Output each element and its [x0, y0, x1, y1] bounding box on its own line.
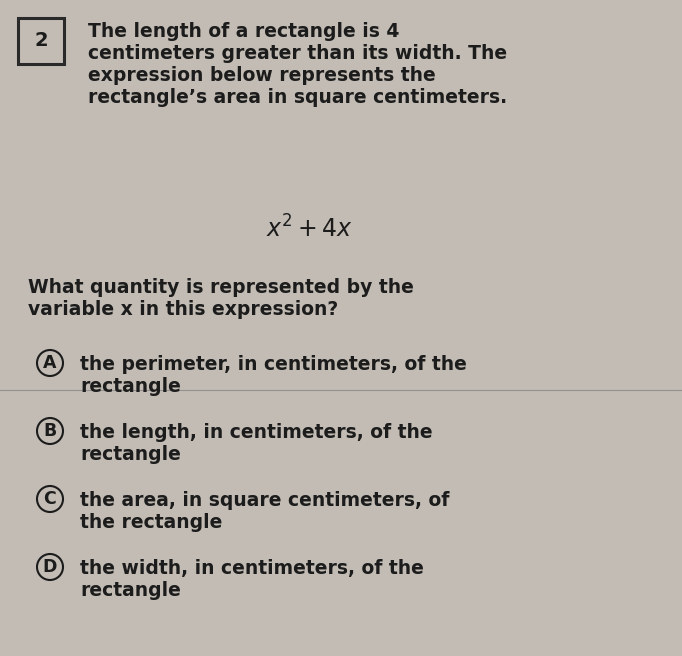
- Text: rectangle: rectangle: [80, 377, 181, 396]
- Text: A: A: [43, 354, 57, 372]
- Text: D: D: [43, 558, 57, 576]
- Text: What quantity is represented by the: What quantity is represented by the: [28, 278, 414, 297]
- Text: C: C: [44, 490, 57, 508]
- Text: $x^2 + 4x$: $x^2 + 4x$: [267, 215, 353, 242]
- Text: expression below represents the: expression below represents the: [88, 66, 436, 85]
- Text: the area, in square centimeters, of: the area, in square centimeters, of: [80, 491, 449, 510]
- Text: variable x in this expression?: variable x in this expression?: [28, 300, 338, 319]
- Text: the perimeter, in centimeters, of the: the perimeter, in centimeters, of the: [80, 355, 467, 374]
- Text: the width, in centimeters, of the: the width, in centimeters, of the: [80, 559, 424, 578]
- Text: The length of a rectangle is 4: The length of a rectangle is 4: [88, 22, 400, 41]
- Text: rectangle’s area in square centimeters.: rectangle’s area in square centimeters.: [88, 88, 507, 107]
- Text: the rectangle: the rectangle: [80, 513, 222, 532]
- Text: the length, in centimeters, of the: the length, in centimeters, of the: [80, 423, 432, 442]
- FancyBboxPatch shape: [18, 18, 64, 64]
- Text: B: B: [44, 422, 57, 440]
- Text: 2: 2: [34, 31, 48, 51]
- Text: rectangle: rectangle: [80, 445, 181, 464]
- Text: centimeters greater than its width. The: centimeters greater than its width. The: [88, 44, 507, 63]
- Text: rectangle: rectangle: [80, 581, 181, 600]
